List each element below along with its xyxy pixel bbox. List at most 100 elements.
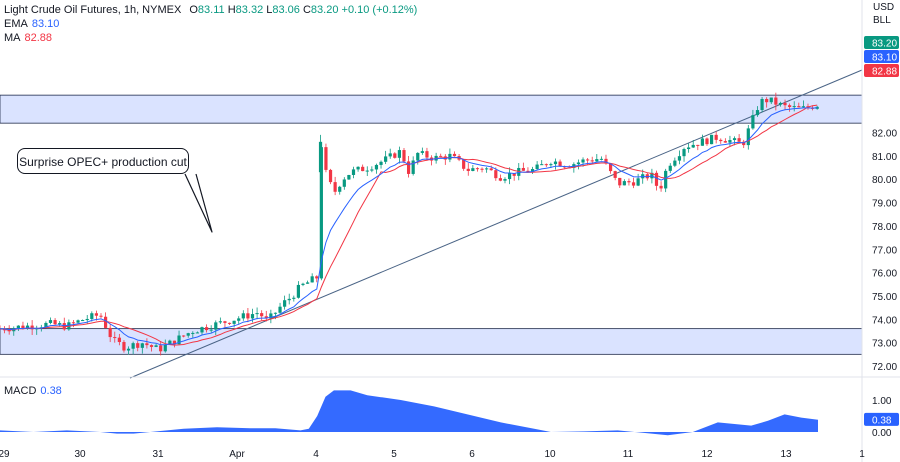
price-tick-label: 77.00 bbox=[872, 245, 897, 256]
candle-body bbox=[788, 105, 792, 108]
candle-body bbox=[328, 169, 333, 183]
candle-body bbox=[530, 169, 535, 173]
candle-body bbox=[489, 168, 493, 171]
candle bbox=[315, 275, 319, 283]
candle bbox=[351, 166, 356, 179]
candle bbox=[140, 342, 144, 354]
candle bbox=[76, 319, 80, 324]
candle-body bbox=[108, 327, 112, 338]
candle-body bbox=[728, 140, 732, 143]
candle-body bbox=[315, 276, 319, 279]
candle-body bbox=[191, 332, 195, 334]
shaded-zones bbox=[0, 94, 863, 355]
close-value: 83.20 bbox=[310, 4, 339, 16]
price-tick-label: 73.00 bbox=[872, 339, 897, 350]
candle bbox=[599, 156, 603, 161]
candle-body bbox=[269, 313, 273, 319]
price-tags-layer: 83.20 83.10 82.88 0.38 bbox=[864, 36, 899, 426]
candle-body bbox=[264, 316, 268, 319]
candle bbox=[81, 319, 85, 322]
candle-body bbox=[292, 297, 296, 299]
candle bbox=[246, 308, 250, 323]
candle-body bbox=[439, 155, 443, 157]
candle-body bbox=[76, 320, 80, 323]
candle bbox=[728, 135, 732, 147]
candle-body bbox=[618, 177, 622, 186]
candle-body bbox=[223, 321, 227, 323]
moving-averages-layer bbox=[0, 104, 818, 346]
time-tick-label: 31 bbox=[152, 449, 164, 460]
candle-body bbox=[760, 99, 764, 111]
candle bbox=[485, 167, 489, 173]
candle-body bbox=[746, 128, 750, 146]
candle-body bbox=[186, 333, 190, 336]
legend-ma-row[interactable]: MA 82.88 bbox=[4, 31, 417, 45]
candle-body bbox=[351, 169, 356, 175]
low-label: L bbox=[266, 4, 273, 16]
candle-body bbox=[498, 178, 502, 181]
candle bbox=[746, 125, 750, 150]
legend-ohlc-row: Light Crude Oil Futures, 1h, NYMEX O83.1… bbox=[4, 3, 417, 17]
candle-body bbox=[627, 181, 631, 183]
candle-body bbox=[654, 172, 659, 186]
macd-legend[interactable]: MACD 0.38 bbox=[4, 385, 62, 397]
candle-body bbox=[301, 283, 305, 285]
candles-layer bbox=[0, 92, 819, 356]
candle bbox=[58, 321, 62, 327]
candle bbox=[507, 167, 512, 185]
candle-body bbox=[622, 181, 626, 186]
candle bbox=[553, 158, 558, 170]
candle bbox=[328, 168, 333, 185]
symbol-title[interactable]: Light Crude Oil Futures, 1h, NYMEX bbox=[4, 4, 182, 16]
candle bbox=[182, 335, 186, 338]
ma-value: 82.88 bbox=[24, 32, 53, 44]
candle-body bbox=[287, 298, 291, 301]
candle bbox=[283, 295, 287, 310]
candle bbox=[305, 280, 310, 284]
candle bbox=[278, 302, 282, 316]
annotation-arrow bbox=[184, 173, 213, 233]
legend-ema-row[interactable]: EMA 83.10 bbox=[4, 17, 417, 31]
candle bbox=[269, 309, 273, 324]
candle-body bbox=[792, 106, 796, 108]
candle-body bbox=[540, 164, 544, 166]
macd-area bbox=[0, 390, 818, 436]
candle bbox=[622, 179, 626, 186]
candle bbox=[296, 281, 301, 299]
candle-body bbox=[384, 156, 388, 162]
opec-annotation[interactable]: Surprise OPEC+ production cut bbox=[17, 148, 189, 174]
candle-body bbox=[742, 141, 746, 146]
candle bbox=[301, 282, 305, 287]
candle bbox=[691, 139, 695, 149]
candle bbox=[90, 311, 94, 322]
candle-body bbox=[636, 178, 640, 186]
shaded-zone-1 bbox=[0, 94, 863, 124]
candle-body bbox=[227, 322, 232, 324]
price-tag-bg bbox=[864, 64, 899, 77]
candle bbox=[737, 134, 741, 142]
candle-body bbox=[214, 322, 218, 330]
candle-body bbox=[140, 343, 144, 348]
candle-body bbox=[25, 325, 30, 329]
candle-gap-spike bbox=[318, 134, 323, 189]
candle bbox=[113, 331, 117, 343]
candle-body bbox=[333, 182, 337, 192]
candle-body bbox=[296, 284, 301, 298]
candle bbox=[778, 101, 783, 107]
candle-body bbox=[645, 174, 649, 179]
candle-body bbox=[613, 171, 617, 178]
candle-body bbox=[406, 161, 411, 174]
candle bbox=[788, 103, 792, 112]
candle-body bbox=[103, 316, 108, 328]
candle-body bbox=[310, 276, 314, 283]
macd-value: 0.38 bbox=[40, 385, 62, 397]
candle bbox=[310, 273, 314, 283]
candle-body bbox=[512, 173, 516, 176]
candle-body bbox=[462, 159, 466, 169]
candle bbox=[471, 165, 475, 172]
price-tag: 83.10 bbox=[864, 50, 899, 64]
candle-body bbox=[324, 147, 328, 170]
candle-body bbox=[361, 166, 365, 172]
candle bbox=[769, 97, 773, 105]
